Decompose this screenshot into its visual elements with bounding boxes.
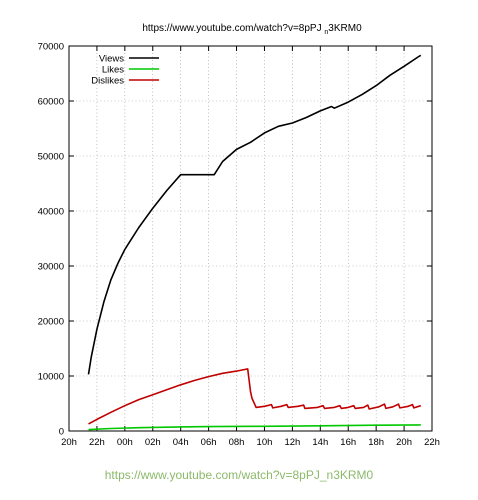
y-tick-label: 50000: [38, 152, 64, 163]
x-tick-label: 10h: [257, 437, 273, 448]
x-tick-label: 00h: [117, 437, 133, 448]
y-tick-label: 60000: [38, 97, 64, 108]
series-lines: [87, 54, 422, 431]
x-tick-label: 02h: [145, 437, 161, 448]
legend-label: Likes: [102, 65, 124, 76]
series-line-likes: [88, 424, 421, 431]
series-line-views: [87, 54, 422, 375]
y-tick-label: 10000: [38, 372, 64, 383]
x-tick-label: 16h: [340, 437, 356, 448]
x-tick-label: 14h: [312, 437, 328, 448]
series-line-dislikes: [88, 368, 422, 425]
x-tick-label: 22h: [424, 437, 440, 448]
x-tick-label: 12h: [284, 437, 300, 448]
x-tick-label: 20h: [396, 437, 412, 448]
x-tick-label: 22h: [89, 437, 105, 448]
y-tick-label: 40000: [38, 207, 64, 218]
x-tick-label: 04h: [173, 437, 189, 448]
chart-title: https://www.youtube.com/watch?v=8pPJ n3K…: [142, 23, 362, 36]
x-tick-label: 20h: [61, 437, 77, 448]
legend-label: Views: [99, 54, 124, 65]
x-tick-label: 06h: [201, 437, 217, 448]
y-tick-label: 0: [59, 427, 64, 438]
axis-ticks: 20h 22h 00h 02h 04h 06h 08h 10h 12h 14h 16h 18h 20h 2…: [38, 42, 440, 449]
legend-label: Dislikes: [91, 76, 124, 87]
grid: [69, 46, 432, 431]
plot-frame: [68, 45, 433, 432]
y-tick-label: 30000: [38, 262, 64, 273]
x-tick-label: 18h: [368, 437, 384, 448]
source-caption: https://www.youtube.com/watch?v=8pPJ_n3K…: [104, 468, 374, 482]
y-tick-label: 70000: [38, 42, 64, 53]
y-tick-label: 20000: [38, 317, 64, 328]
x-tick-label: 08h: [229, 437, 245, 448]
